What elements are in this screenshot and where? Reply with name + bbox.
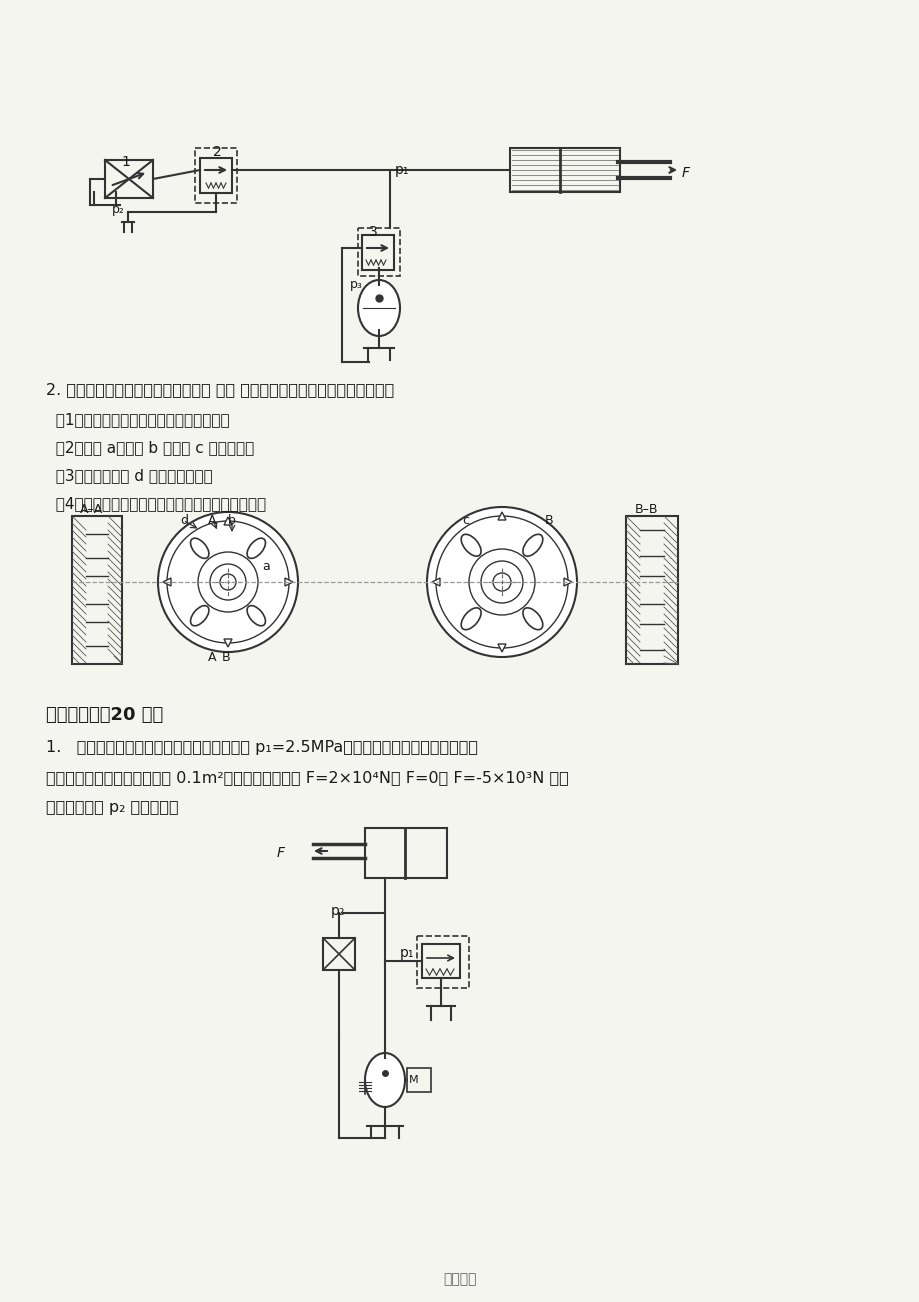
Text: 回油算，活塞有效工作面积为 0.1m²，求当负载分别为 F=2×10⁴N； F=0； F=-5×10³N 时，: 回油算，活塞有效工作面积为 0.1m²，求当负载分别为 F=2×10⁴N； F=…: [46, 769, 568, 785]
Bar: [365, 828, 447, 878]
Circle shape: [158, 512, 298, 652]
Ellipse shape: [247, 538, 266, 559]
Circle shape: [469, 549, 535, 615]
Text: A: A: [208, 514, 216, 527]
Text: B–B: B–B: [634, 503, 658, 516]
Text: p₃: p₃: [349, 279, 362, 292]
Ellipse shape: [460, 534, 481, 556]
Text: M: M: [409, 1075, 418, 1085]
Text: b: b: [228, 514, 235, 527]
Text: （1）标出配油盘的吸油窗口和排油窗口。: （1）标出配油盘的吸油窗口和排油窗口。: [46, 411, 230, 427]
Circle shape: [220, 574, 236, 590]
Circle shape: [198, 552, 257, 612]
Bar: [416, 936, 469, 988]
Bar: [640, 530, 664, 556]
Bar: [357, 228, 400, 276]
Bar: [195, 148, 237, 203]
Text: p₂: p₂: [112, 203, 125, 216]
Bar: [105, 160, 153, 198]
Circle shape: [436, 516, 567, 648]
Bar: [640, 624, 664, 650]
Ellipse shape: [365, 1053, 404, 1107]
Text: 五、计算题（20 分）: 五、计算题（20 分）: [46, 706, 163, 724]
Polygon shape: [223, 517, 232, 525]
Text: 油缸出口压力 p₂ 各为多少？: 油缸出口压力 p₂ 各为多少？: [46, 799, 178, 815]
Ellipse shape: [460, 608, 481, 630]
Text: （4）图中的四个三角形浅沟槽有画错处，请改正。: （4）图中的四个三角形浅沟槽有画错处，请改正。: [46, 496, 266, 510]
Ellipse shape: [247, 605, 266, 626]
Polygon shape: [223, 639, 232, 647]
Polygon shape: [285, 578, 292, 586]
Circle shape: [167, 521, 289, 643]
Text: 推荐精选: 推荐精选: [443, 1272, 476, 1286]
Ellipse shape: [190, 538, 209, 559]
Text: c: c: [461, 514, 469, 527]
Bar: [422, 944, 460, 978]
Polygon shape: [497, 644, 505, 652]
Bar: [361, 234, 393, 270]
Polygon shape: [497, 512, 505, 519]
Text: B: B: [221, 651, 231, 664]
Text: F: F: [681, 165, 689, 180]
Ellipse shape: [522, 608, 542, 630]
Text: p₁: p₁: [394, 163, 409, 177]
Bar: [72, 516, 122, 664]
Bar: [85, 575, 108, 604]
Text: B: B: [544, 514, 553, 527]
Bar: [640, 575, 664, 604]
Text: A–A: A–A: [80, 503, 103, 516]
Text: a: a: [262, 560, 269, 573]
Text: （3）三角形浅槽 d 的作用是什么？: （3）三角形浅槽 d 的作用是什么？: [46, 467, 212, 483]
Text: 3: 3: [369, 225, 378, 240]
Circle shape: [481, 561, 522, 603]
Bar: [406, 1068, 430, 1092]
Text: A: A: [208, 651, 216, 664]
Polygon shape: [432, 578, 439, 586]
Ellipse shape: [357, 280, 400, 336]
Bar: [85, 622, 108, 646]
Text: 2: 2: [213, 145, 221, 159]
Text: p₂: p₂: [331, 904, 345, 918]
Polygon shape: [563, 578, 572, 586]
Bar: [199, 158, 232, 193]
Circle shape: [426, 506, 576, 658]
Text: 1: 1: [121, 155, 130, 169]
Bar: [509, 148, 619, 191]
Circle shape: [210, 564, 245, 600]
Text: 1.   图示的简化回路中，溢流阀的调定压力是 p₁=2.5MPa，系统工作时溢流阀始终有油流: 1. 图示的简化回路中，溢流阀的调定压力是 p₁=2.5MPa，系统工作时溢流阀…: [46, 740, 478, 755]
Bar: [625, 516, 677, 664]
Bar: [85, 534, 108, 559]
Text: p₁: p₁: [400, 947, 414, 960]
Polygon shape: [163, 578, 171, 586]
Ellipse shape: [190, 605, 209, 626]
Text: F: F: [277, 846, 285, 861]
Text: d: d: [180, 514, 187, 527]
Ellipse shape: [522, 534, 542, 556]
Text: 2. 图示表示一个双作用叶片泵的吸油 排油 两个配油盘，试分析说明以下问题：: 2. 图示表示一个双作用叶片泵的吸油 排油 两个配油盘，试分析说明以下问题：: [46, 381, 394, 397]
Bar: [323, 937, 355, 970]
Text: （2）盲槽 a，环槽 b 和凹坑 c 有何用途？: （2）盲槽 a，环槽 b 和凹坑 c 有何用途？: [46, 440, 254, 454]
Circle shape: [493, 573, 510, 591]
